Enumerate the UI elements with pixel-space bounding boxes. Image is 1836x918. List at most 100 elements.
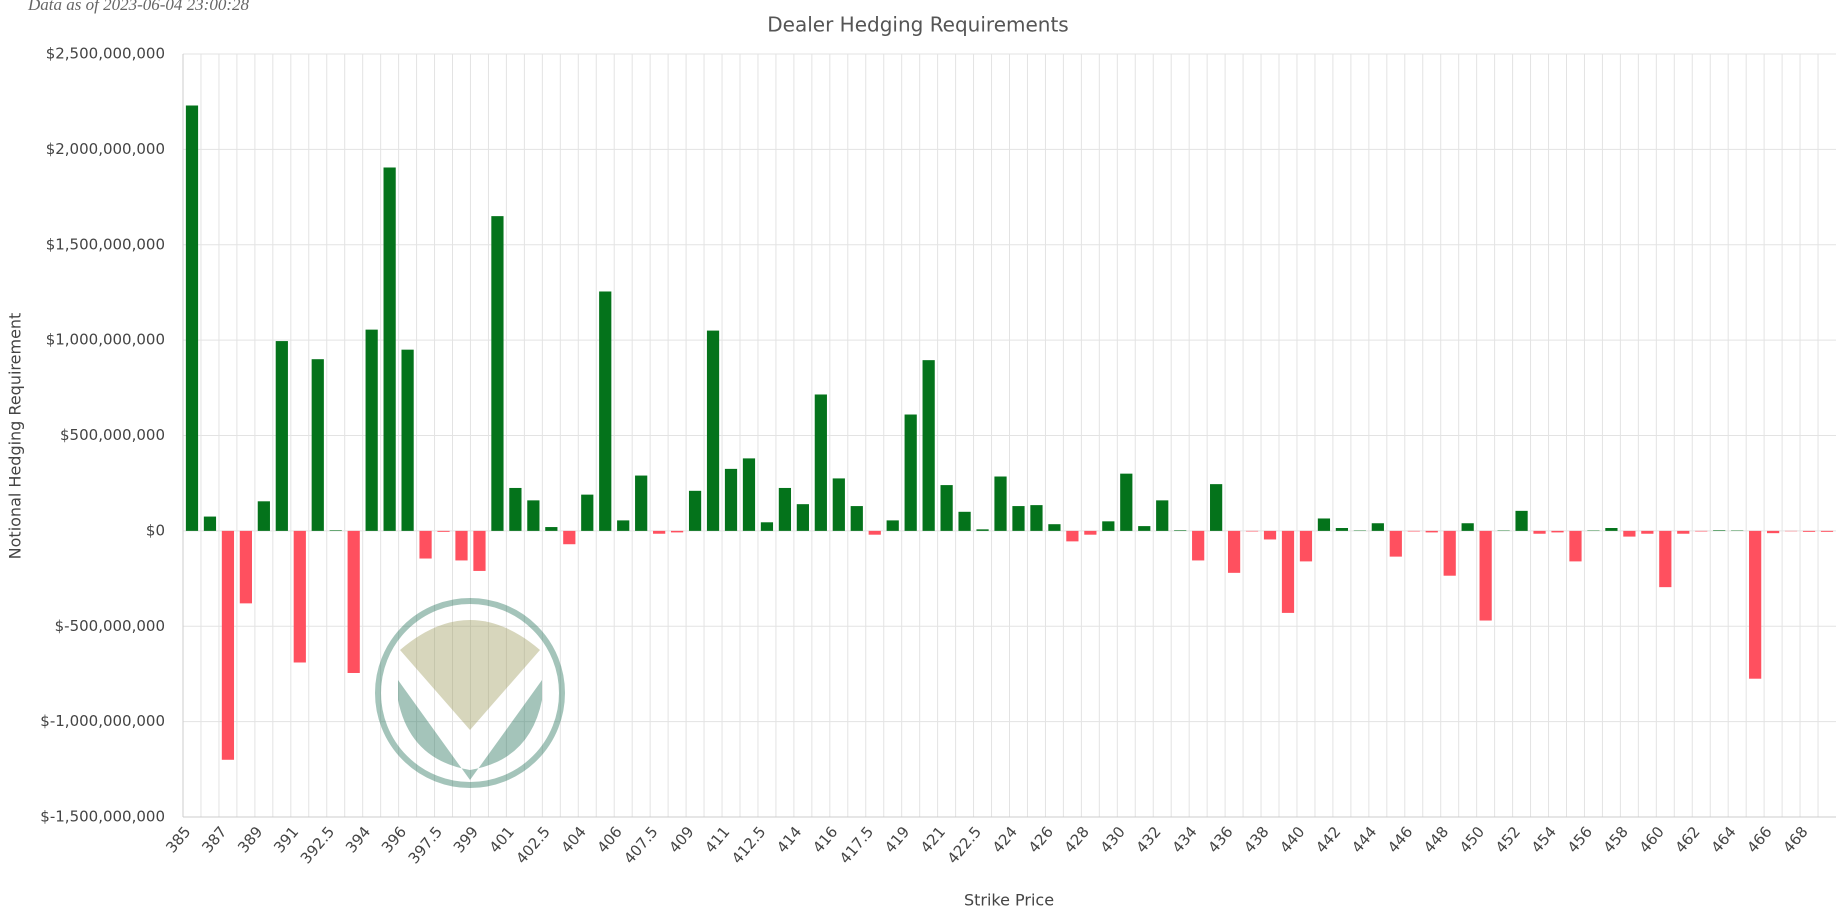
bar [1102,521,1115,531]
bar [706,330,720,531]
bar [1749,530,1762,679]
x-tick-label: 458 [1600,823,1632,857]
y-tick-label: $1,500,000,000 [46,235,165,253]
x-tick-label: 442 [1312,823,1344,857]
x-tick-label: 460 [1636,823,1668,857]
x-tick-label: 432 [1133,823,1165,857]
bar [994,476,1007,531]
bar [1335,528,1349,531]
bar [886,520,899,531]
x-tick-label: 456 [1564,823,1596,857]
bar [760,522,774,531]
bar [419,530,432,559]
x-tick-label: 436 [1204,823,1236,857]
bar [1443,530,1456,576]
x-tick-label: 462 [1672,823,1704,857]
bar [1156,500,1169,531]
bar [275,341,288,531]
x-tick-label: 444 [1348,823,1380,857]
bar [239,530,252,604]
bar [1030,505,1043,531]
bar [1407,530,1420,532]
bar [1138,526,1151,531]
bar [1659,530,1672,588]
bar [185,105,199,531]
y-tick-label: $1,000,000,000 [46,331,165,349]
x-tick-label: 434 [1168,823,1200,857]
y-tick-label: $2,000,000,000 [46,140,165,158]
x-tick-label: 412.5 [728,823,769,867]
bar [293,530,306,663]
bar [473,530,486,571]
y-tick-label: $-1,500,000,000 [40,808,165,826]
bar [581,494,594,531]
bar [868,530,881,535]
bar [778,487,792,531]
x-tick-label: 399 [450,823,482,857]
x-tick-label: 409 [665,823,697,857]
x-tick-label: 397.5 [405,823,446,867]
x-tick-label: 414 [773,823,805,857]
y-tick-label: $-1,000,000,000 [40,712,165,730]
bar [724,468,738,531]
bar [1174,530,1187,531]
bar [437,530,450,532]
x-tick-label: 421 [917,823,949,857]
bar [1281,530,1295,613]
x-tick-label: 387 [198,823,230,857]
bar [383,167,396,531]
x-tick-label: 464 [1707,823,1739,857]
bar [203,516,217,531]
y-tick-label: $-500,000,000 [55,617,165,635]
y-axis-label: Notional Hedging Requirement [6,313,25,560]
bar [850,506,863,531]
bar [1641,530,1654,534]
y-tick-label: $0 [146,521,165,539]
bar [1533,530,1546,534]
x-tick-label: 468 [1779,823,1811,857]
bar [1066,530,1079,542]
bar [1299,530,1313,562]
bar [1245,530,1259,532]
x-tick-label: 430 [1097,823,1129,857]
bar [365,329,378,531]
x-tick-label: 428 [1061,823,1093,857]
x-tick-label: 404 [558,823,590,857]
bar [635,475,648,531]
bar [1479,530,1492,621]
bar [922,360,935,531]
bar [1227,530,1241,573]
bar [311,359,324,531]
x-tick-label: 391 [270,823,302,857]
bar [491,216,504,531]
x-tick-label: 454 [1528,823,1560,857]
bar [832,478,845,531]
bar [221,530,235,760]
bar [904,414,917,531]
bar [976,529,989,531]
bar [1802,530,1816,532]
x-tick-label: 407.5 [620,823,661,867]
bar [1317,518,1331,531]
bar [1515,510,1528,531]
x-tick-label: 448 [1420,823,1452,857]
plot-area: $-1,500,000,000 $-1,000,000,000 $-500,000,… [40,45,1836,867]
bar [257,501,270,531]
x-tick-label: 424 [989,823,1021,857]
bar [509,487,522,531]
data-timestamp: Data as of 2023-06-04 23:00:28 [27,0,249,14]
chart-title: Dealer Hedging Requirements [767,13,1068,37]
bar [1084,530,1097,535]
x-tick-label: 419 [881,823,913,857]
x-tick-label: 401 [486,823,518,857]
x-tick-label: 396 [378,823,410,857]
bar [329,530,342,531]
bar [1605,528,1618,531]
bar [1623,530,1636,537]
x-tick-label: 394 [342,823,374,857]
bar [401,349,414,531]
bar [599,291,612,531]
x-tick-label: 402.5 [512,823,553,867]
bar [1677,530,1690,534]
x-tick-label: 440 [1276,823,1308,857]
